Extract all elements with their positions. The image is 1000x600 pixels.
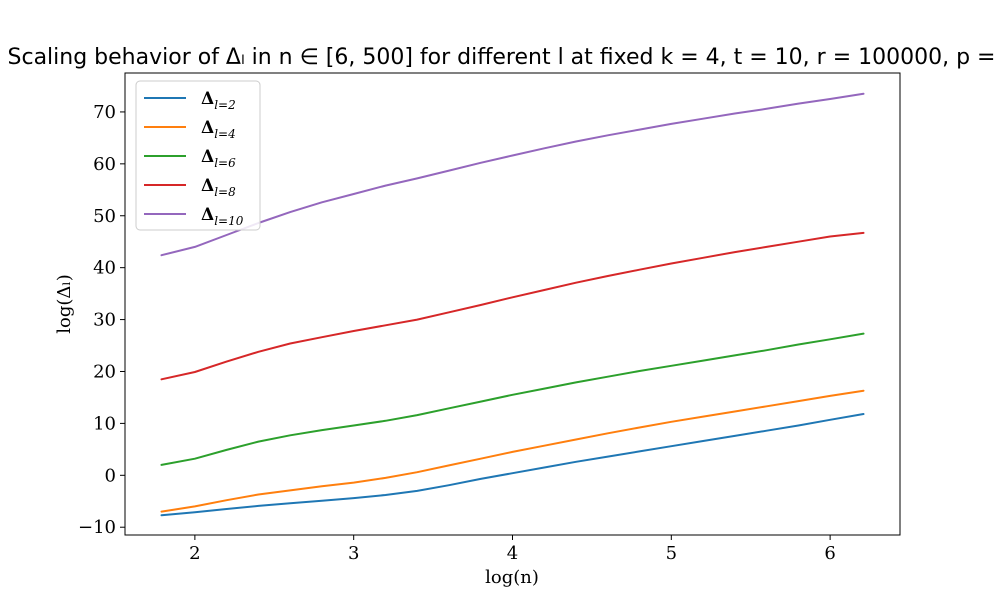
y-tick-label: 30 bbox=[93, 310, 116, 331]
x-tick-label: 3 bbox=[348, 543, 359, 564]
legend: Δl=2 Δl=4 Δl=6 Δl=8 Δl=10 bbox=[135, 80, 261, 231]
legend-label: Δl=2 bbox=[201, 89, 236, 112]
y-tick-label: 60 bbox=[93, 154, 116, 175]
legend-label: Δl=4 bbox=[201, 118, 236, 141]
x-tick-label: 5 bbox=[666, 543, 677, 564]
series-lines bbox=[160, 92, 865, 517]
legend-label: Δl=6 bbox=[201, 147, 236, 170]
y-tick-label: 0 bbox=[105, 465, 116, 486]
y-tick-label: 20 bbox=[93, 361, 116, 382]
y-tick-label: 40 bbox=[93, 258, 116, 279]
chart-title: Scaling behavior of Δₗ in n ∈ [6, 500] f… bbox=[8, 45, 1000, 70]
y-tick-label: 70 bbox=[93, 102, 116, 123]
x-tick-label: 4 bbox=[507, 543, 518, 564]
legend-box bbox=[135, 80, 261, 231]
x-tick-label: 2 bbox=[189, 543, 200, 564]
series-line-5 bbox=[160, 92, 865, 257]
series-line-2 bbox=[160, 389, 865, 513]
series-line-1 bbox=[160, 413, 865, 517]
series-line-4 bbox=[160, 231, 865, 381]
y-tick-label: 50 bbox=[93, 206, 116, 227]
series-line-3 bbox=[160, 332, 865, 466]
x-tick-label: 6 bbox=[824, 543, 835, 564]
y-tick-label: 10 bbox=[93, 413, 116, 434]
legend-label: Δl=10 bbox=[201, 205, 244, 228]
y-tick-label: −10 bbox=[78, 517, 116, 538]
x-axis-label: log(n) bbox=[485, 567, 539, 588]
y-axis-label: log(Δₗ) bbox=[54, 274, 75, 334]
x-axis: 2 3 4 5 6 bbox=[189, 535, 836, 564]
legend-label: Δl=8 bbox=[201, 176, 236, 199]
y-axis: −10 0 10 20 30 40 50 60 70 bbox=[78, 102, 125, 538]
